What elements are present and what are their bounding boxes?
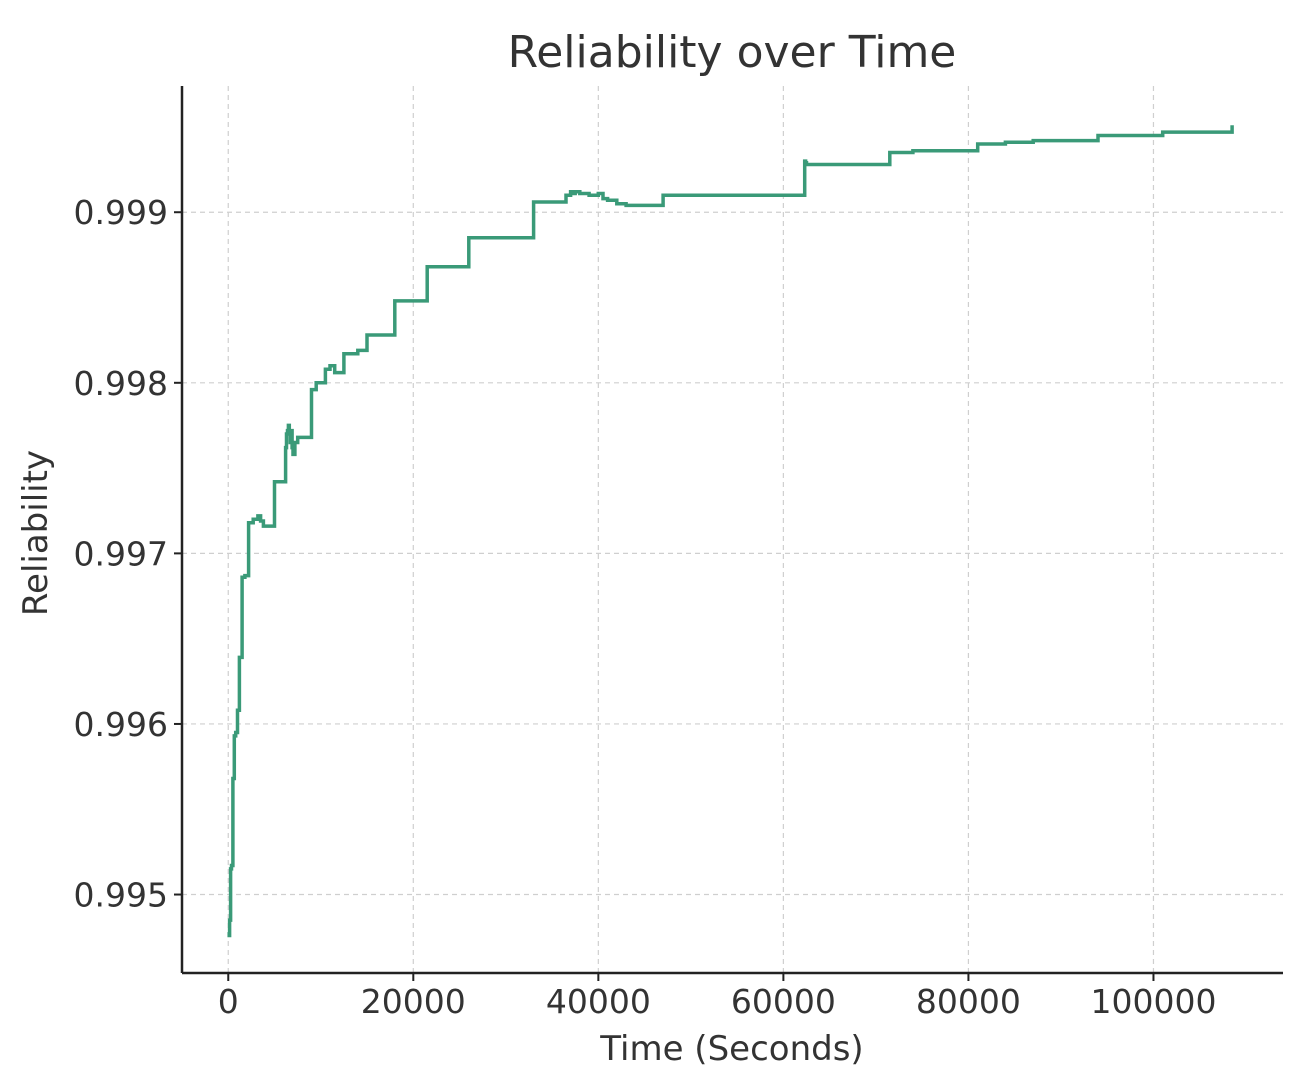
y-tick-label: 0.995 [74, 876, 168, 915]
x-tick-label: 20000 [361, 982, 466, 1021]
y-tick-label: 0.996 [74, 705, 168, 744]
x-axis-label: Time (Seconds) [599, 1029, 863, 1069]
y-axis-label: Reliability [16, 450, 56, 616]
chart-title: Reliability over Time [508, 27, 957, 78]
x-tick-label: 40000 [546, 982, 651, 1021]
y-tick-label: 0.999 [74, 193, 168, 232]
x-tick-label: 80000 [916, 982, 1021, 1021]
x-tick-label: 100000 [1090, 982, 1216, 1021]
y-tick-label: 0.998 [74, 364, 168, 403]
grid [182, 86, 1283, 973]
series-line-0 [227, 125, 1234, 938]
x-tick-label: 0 [218, 982, 239, 1021]
axes [174, 86, 1283, 981]
y-tick-label: 0.997 [74, 534, 168, 573]
tick-labels: 0 20000 40000 60000 80000 100000 0.995 0.996 0.9… [74, 193, 1217, 1021]
series-layer [227, 125, 1234, 938]
x-tick-label: 60000 [731, 982, 836, 1021]
